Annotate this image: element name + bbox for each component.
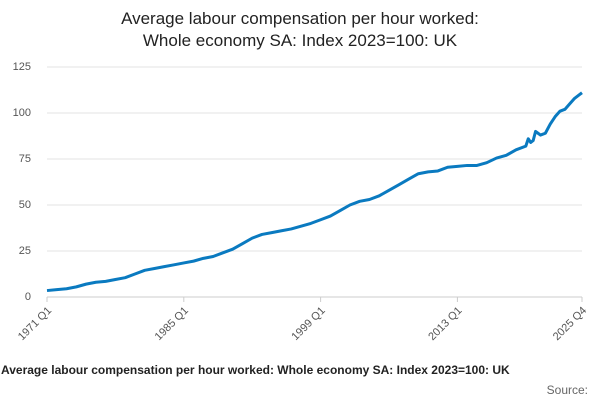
data-line [46,91,583,293]
y-tick-label: 125 [13,61,31,73]
y-tick-label: 100 [13,107,31,119]
x-tick-label: 1999 Q1 [289,305,327,343]
x-tick-label: 1971 Q1 [16,305,54,343]
y-tick-label: 75 [19,153,31,165]
x-tick-label: 2013 Q1 [426,305,464,343]
y-tick-label: 25 [19,245,31,257]
x-tick-label: 2025 Q4 [551,305,589,343]
y-tick-label: 0 [25,291,31,303]
y-tick-label: 50 [19,199,31,211]
chart-title: Average labour compensation per hour wor… [121,9,479,50]
x-tick-label: 1985 Q1 [153,305,191,343]
footer-title: Average labour compensation per hour wor… [1,363,510,377]
source: Source: [547,383,588,397]
